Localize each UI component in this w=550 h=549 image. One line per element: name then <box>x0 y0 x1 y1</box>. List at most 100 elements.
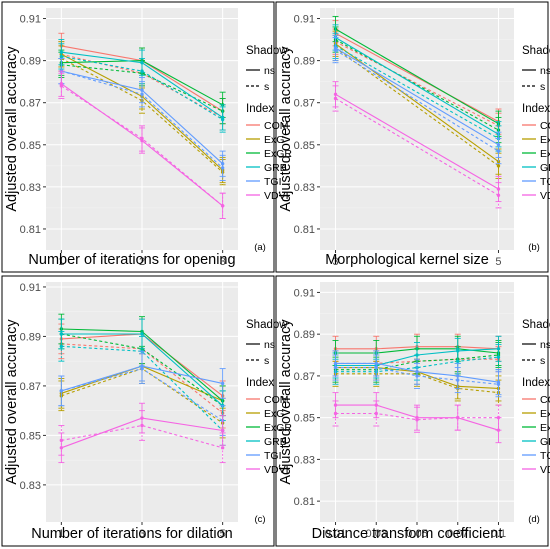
series-line-grb-s <box>335 45 499 139</box>
panel-frame <box>1 1 275 273</box>
data-point <box>59 438 64 443</box>
plot-background <box>320 8 514 250</box>
y-axis-title: Adjusted overall accuracy <box>278 46 294 212</box>
legend-index-label: COM <box>540 120 550 132</box>
legend-index-title: Index <box>246 377 274 389</box>
data-point <box>140 423 144 428</box>
series-line-com-ns <box>335 32 499 123</box>
data-point <box>59 54 64 59</box>
x-tick-label: 0.1 <box>491 528 506 540</box>
legend-index-title: Index <box>522 377 550 389</box>
data-point <box>496 164 501 168</box>
legend-index-label: ExG <box>540 134 550 146</box>
data-point <box>140 136 144 141</box>
panel-b: 0.81 0.83 0.85 0.87 0.89 0.91 3 5 Morphological … <box>275 1 550 273</box>
legend-index-label: COM <box>540 394 550 406</box>
data-point <box>220 446 225 450</box>
legend-shadow-title: Shadow <box>246 319 288 331</box>
data-point <box>220 381 225 386</box>
data-point <box>415 418 419 422</box>
y-tick-label: 0.91 <box>20 282 41 294</box>
series-line-grb-ns <box>335 37 499 135</box>
panel-tag: (b) <box>528 242 540 253</box>
data-point <box>333 48 338 52</box>
panel-tag: (d) <box>528 514 540 525</box>
y-tick-label: 0.85 <box>294 140 315 152</box>
series-line-tgi-s <box>335 49 499 152</box>
series-line-grb-s <box>61 345 223 431</box>
y-tick-label: 0.85 <box>20 430 41 442</box>
y-axis-title: Adjusted overall accuracy <box>278 319 294 485</box>
x-tick-label: 1 <box>58 528 64 540</box>
error-bar <box>139 125 145 152</box>
legend-index-label: TGI <box>540 450 550 462</box>
series-line-tgi-ns <box>335 47 499 146</box>
data-point <box>496 187 501 191</box>
series-line-exgr-s <box>335 39 499 131</box>
y-tick-label: 0.83 <box>294 454 315 466</box>
legend-index-label: ExG <box>264 134 284 146</box>
series-tgi-s <box>58 353 226 436</box>
legend-index-label: ExGR <box>540 148 550 160</box>
y-tick-label: 0.83 <box>20 182 41 194</box>
x-axis-title: Number of iterations for opening <box>28 252 235 268</box>
series-vdvi-s <box>58 410 226 464</box>
y-tick-label: 0.81 <box>294 224 315 236</box>
y-tick-label: 0.87 <box>20 98 41 110</box>
x-tick-label: 0.07 <box>447 528 468 540</box>
legend-index-label: VDVI <box>540 464 550 476</box>
error-bar <box>414 362 420 389</box>
legend-shadow-label: s <box>264 81 269 93</box>
legend-index-title: Index <box>246 103 274 115</box>
data-point <box>59 84 64 88</box>
data-point <box>456 415 460 420</box>
data-point <box>333 365 338 370</box>
y-tick-label: 0.87 <box>294 98 315 110</box>
data-point <box>374 365 378 370</box>
legend-index-label: GRB <box>264 162 287 174</box>
data-point <box>59 344 64 349</box>
legend-index-label: ExGR <box>264 422 292 434</box>
legend-index-label: ExGR <box>540 422 550 434</box>
panel-tag: (a) <box>254 242 266 253</box>
data-point <box>140 332 144 336</box>
y-tick-label: 0.81 <box>294 496 315 508</box>
series-line-exg-s <box>335 373 499 394</box>
data-point <box>220 428 225 433</box>
legend-shadow-label: ns <box>540 339 550 351</box>
error-bar <box>495 182 502 209</box>
data-point <box>59 332 64 336</box>
data-point <box>374 411 378 416</box>
legend-shadow-label: ns <box>264 339 275 351</box>
error-bar <box>332 85 339 112</box>
data-point <box>140 69 144 73</box>
y-tick-label: 0.85 <box>20 140 41 152</box>
error-bar <box>219 192 226 219</box>
series-tgi-s <box>332 37 502 165</box>
series-line-vdvi-s <box>335 98 499 196</box>
data-point <box>220 166 225 170</box>
x-tick-label: 5 <box>220 528 226 540</box>
legend-shadow-title: Shadow <box>522 319 550 331</box>
legend-index-label: TGI <box>540 176 550 188</box>
error-bar <box>373 400 380 427</box>
data-point <box>456 359 460 364</box>
y-tick-label: 0.87 <box>20 381 41 393</box>
data-point <box>496 149 501 153</box>
legend-index-label: GRB <box>540 162 550 174</box>
panel-frame <box>275 1 549 273</box>
y-axis-title: Adjusted overall accuracy <box>4 319 20 485</box>
y-tick-label: 0.91 <box>294 287 315 299</box>
data-point <box>220 204 225 208</box>
data-point <box>456 349 460 353</box>
series-line-exgr-s <box>61 64 223 112</box>
series-vdvi-s <box>332 400 502 433</box>
x-axis-title: Number of iterations for dilation <box>31 526 233 542</box>
y-tick-label: 0.89 <box>20 331 41 343</box>
legend-index-label: ExG <box>540 408 550 420</box>
error-bar <box>58 72 65 99</box>
panel-tag: (c) <box>254 514 265 525</box>
